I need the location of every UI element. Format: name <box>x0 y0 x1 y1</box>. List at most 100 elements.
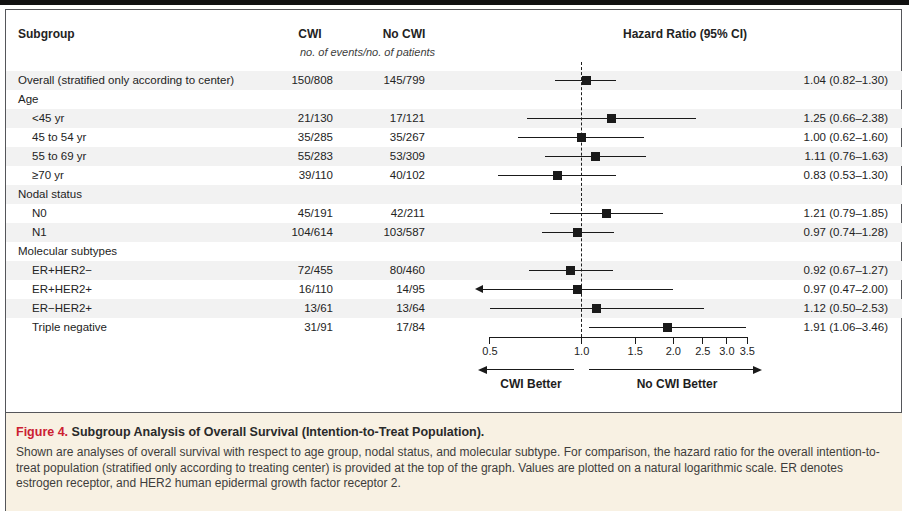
axis-tick-label: 1.0 <box>565 345 599 357</box>
table-row: <45 yr 21/130 17/121 1.25 (0.66–2.38) <box>6 109 902 128</box>
hr-marker <box>577 133 586 142</box>
column-header-no-cwi: No CWI <box>362 27 446 41</box>
right-arrow-icon <box>753 366 762 374</box>
row-label: N1 <box>32 223 47 242</box>
cwi-value: 13/61 <box>243 299 333 318</box>
row-label: N0 <box>32 204 47 223</box>
row-label: Nodal status <box>18 185 82 204</box>
no-cwi-value: 103/587 <box>340 223 425 242</box>
hr-marker <box>566 266 575 275</box>
hr-value: 0.97 (0.74–1.28) <box>770 223 888 242</box>
hr-marker <box>582 76 591 85</box>
table-row: ≥70 yr 39/110 40/102 0.83 (0.53–1.30) <box>6 166 902 185</box>
hr-marker <box>573 285 582 294</box>
axis-tick <box>747 337 748 344</box>
axis-tick <box>581 337 582 344</box>
row-label: ER+HER2− <box>32 261 92 280</box>
row-label: Age <box>18 90 38 109</box>
hr-marker <box>591 152 600 161</box>
hr-marker <box>592 304 601 313</box>
hr-value: 0.97 (0.47–2.00) <box>770 280 888 299</box>
cwi-value: 31/91 <box>243 318 333 337</box>
column-header-hazard-ratio: Hazard Ratio (95% CI) <box>560 27 810 41</box>
table-row: 55 to 69 yr 55/283 53/309 1.11 (0.76–1.63) <box>6 147 902 166</box>
left-arrow-icon <box>478 366 487 374</box>
no-cwi-value: 14/95 <box>340 280 425 299</box>
axis-tick-label: 1.5 <box>618 345 652 357</box>
hr-value: 0.92 (0.67–1.27) <box>770 261 888 280</box>
no-cwi-value: 53/309 <box>340 147 425 166</box>
cwi-value: 72/455 <box>243 261 333 280</box>
column-header-subgroup: Subgroup <box>18 27 75 41</box>
cwi-value: 55/283 <box>243 147 333 166</box>
cwi-value: 21/130 <box>243 109 333 128</box>
figure-title: Subgroup Analysis of Overall Survival (I… <box>68 425 484 439</box>
no-cwi-value: 17/84 <box>340 318 425 337</box>
no-cwi-value: 40/102 <box>340 166 425 185</box>
figure-caption: Figure 4. Subgroup Analysis of Overall S… <box>6 412 902 511</box>
right-arrow-line <box>589 369 754 370</box>
no-cwi-value: 80/460 <box>340 261 425 280</box>
table-row: Triple negative 31/91 17/84 1.91 (1.06–3.46… <box>6 318 902 337</box>
right-direction-label: No CWI Better <box>607 377 747 391</box>
table-row: ER+HER2+ 16/110 14/95 0.97 (0.47–2.00) <box>6 280 902 299</box>
row-label: Molecular subtypes <box>18 242 117 261</box>
no-cwi-value: 35/267 <box>340 128 425 147</box>
left-arrow-line <box>484 369 574 370</box>
ci-clip-arrow-icon <box>475 285 483 293</box>
hr-value: 0.83 (0.53–1.30) <box>770 166 888 185</box>
cwi-value: 39/110 <box>243 166 333 185</box>
row-label: Triple negative <box>32 318 107 337</box>
no-cwi-value: 145/799 <box>340 71 425 90</box>
hr-marker <box>607 114 616 123</box>
row-label: Overall (stratified only according to ce… <box>18 71 234 90</box>
no-cwi-value: 42/211 <box>340 204 425 223</box>
axis-tick <box>702 337 703 344</box>
table-row: Molecular subtypes <box>6 242 902 261</box>
top-rule <box>0 0 909 5</box>
hr-value: 1.00 (0.62–1.60) <box>770 128 888 147</box>
table-row: Age <box>6 90 902 109</box>
axis-tick-label: 3.5 <box>730 345 764 357</box>
hr-marker <box>573 228 582 237</box>
table-row: Nodal status <box>6 185 902 204</box>
hr-marker <box>553 171 562 180</box>
cwi-value: 150/808 <box>243 71 333 90</box>
row-label: <45 yr <box>32 109 64 128</box>
table-row: N0 45/191 42/211 1.21 (0.79–1.85) <box>6 204 902 223</box>
hr-value: 1.12 (0.50–2.53) <box>770 299 888 318</box>
table-row: 45 to 54 yr 35/285 35/267 1.00 (0.62–1.60) <box>6 128 902 147</box>
row-label: 55 to 69 yr <box>32 147 86 166</box>
row-label: ≥70 yr <box>32 166 64 185</box>
axis-tick-label: 0.5 <box>473 345 507 357</box>
row-label: 45 to 54 yr <box>32 128 86 147</box>
figure-4-forest-plot: Subgroup CWI No CWI Hazard Ratio (95% CI… <box>0 0 909 515</box>
events-note: no. of events/no. of patients <box>250 46 485 58</box>
axis-tick <box>635 337 636 344</box>
no-cwi-value: 17/121 <box>340 109 425 128</box>
row-label: ER−HER2+ <box>32 299 92 318</box>
hr-value: 1.04 (0.82–1.30) <box>770 71 888 90</box>
axis-tick <box>726 337 727 344</box>
table-row: ER+HER2− 72/455 80/460 0.92 (0.67–1.27) <box>6 261 902 280</box>
hr-value: 1.25 (0.66–2.38) <box>770 109 888 128</box>
cwi-value: 16/110 <box>243 280 333 299</box>
caption-body: Shown are analyses of overall survival w… <box>16 445 890 492</box>
left-direction-label: CWI Better <box>481 377 581 391</box>
cwi-value: 104/614 <box>243 223 333 242</box>
hr-value: 1.21 (0.79–1.85) <box>770 204 888 223</box>
cwi-value: 35/285 <box>243 128 333 147</box>
hr-value: 1.11 (0.76–1.63) <box>770 147 888 166</box>
hr-marker <box>663 323 672 332</box>
axis-tick <box>673 337 674 344</box>
row-label: ER+HER2+ <box>32 280 92 299</box>
figure-label: Figure 4. <box>16 425 68 439</box>
table-row: N1 104/614 103/587 0.97 (0.74–1.28) <box>6 223 902 242</box>
x-axis <box>490 337 748 338</box>
cwi-value: 45/191 <box>243 204 333 223</box>
hr-value: 1.91 (1.06–3.46) <box>770 318 888 337</box>
table-row: Overall (stratified only according to ce… <box>6 71 902 90</box>
no-cwi-value: 13/64 <box>340 299 425 318</box>
axis-tick <box>489 337 490 344</box>
table-row: ER−HER2+ 13/61 13/64 1.12 (0.50–2.53) <box>6 299 902 318</box>
